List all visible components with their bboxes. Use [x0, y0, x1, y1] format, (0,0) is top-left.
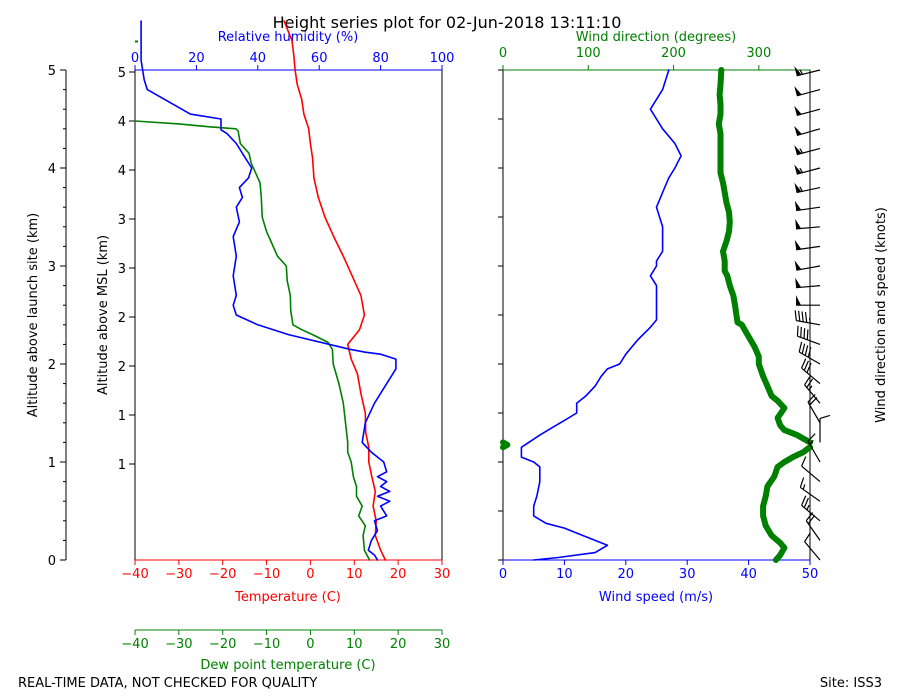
wind-barb: [794, 125, 821, 136]
agl-tick-label: 5: [48, 64, 56, 79]
dewpoint-tick-label: −40: [121, 637, 148, 652]
wind-direction-upper-line: [715, 67, 813, 446]
wind-barb: [794, 200, 821, 212]
msl-axis-label: Altitude above MSL (km): [96, 235, 111, 395]
rh-axis-label: Relative humidity (%): [218, 30, 359, 45]
dewpoint-axis-label: Dew point temperature (C): [200, 658, 375, 673]
temperature-tick-label: 20: [390, 567, 407, 582]
msl-tick-label: 1: [118, 409, 126, 424]
dewpoint-tick-label: 20: [390, 637, 407, 652]
agl-tick-label: 1: [48, 456, 56, 471]
wind-speed-tick-label: 40: [740, 567, 757, 582]
wind-barb: [794, 310, 821, 326]
rh-tick-label: 20: [188, 51, 205, 66]
wind-direction-tick-label: 300: [746, 46, 771, 61]
wind-barb: [796, 295, 820, 306]
wind-direction-axis-label: Wind direction (degrees): [576, 30, 736, 45]
wind-speed-tick-label: 20: [618, 567, 635, 582]
wind-direction-tick-label: 100: [576, 46, 601, 61]
wind-barb: [801, 358, 821, 385]
dewpoint-tick-label: −30: [165, 637, 192, 652]
msl-tick-label: 1: [118, 458, 126, 473]
wind-barb: [804, 532, 821, 561]
temperature-tick-label: −30: [165, 567, 192, 582]
dewpoint-tick-label: 0: [306, 637, 314, 652]
wind-barb: [794, 105, 821, 116]
msl-tick-label: 4: [118, 164, 126, 179]
wind-speed-tick-label: 50: [802, 567, 819, 582]
temperature-tick-label: 0: [306, 567, 314, 582]
relative-humidity-line: [140, 20, 397, 561]
wind-barb: [794, 86, 821, 97]
wind-barb: [795, 218, 821, 230]
wind-barb: [799, 477, 821, 502]
rh-tick-label: 40: [250, 51, 267, 66]
rh-tick-label: 60: [311, 51, 328, 66]
wind-speed-axis-label: Wind speed (m/s): [599, 590, 713, 605]
wind-speed-tick-label: 10: [556, 567, 573, 582]
wind-barb: [804, 375, 821, 404]
wind-barb-axis-label: Wind direction and speed (knots): [874, 207, 889, 423]
msl-tick-label: 3: [118, 262, 126, 277]
wind-barb: [794, 164, 821, 175]
agl-axis-label: Altitude above launch site (km): [26, 213, 41, 417]
wind-direction-line: [760, 444, 813, 563]
wind-direction-tick-label: 0: [499, 46, 507, 61]
agl-tick-label: 4: [48, 162, 56, 177]
wind-direction-wrapped-line: [500, 439, 511, 451]
wind-barb: [794, 239, 821, 251]
figure-title: Height series plot for 02-Jun-2018 13:11…: [273, 13, 622, 32]
temperature-tick-label: −20: [209, 567, 236, 582]
rh-tick-label: 0: [131, 51, 139, 66]
wind-barb: [794, 144, 821, 156]
wind-barbs-layer: [794, 66, 831, 561]
dewpoint-tick-label: 30: [434, 637, 451, 652]
axis-ticks-layer: −40 −30 −20 −10 0 10 20 30−40 −30 −20 −10 0 10 20 300 2…: [48, 46, 819, 652]
rh-tick-label: 100: [430, 51, 455, 66]
quality-notice: REAL-TIME DATA, NOT CHECKED FOR QUALITY: [18, 676, 317, 691]
wind-barb: [801, 456, 821, 483]
thermo-plot-frame: [134, 69, 443, 561]
temperature-tick-label: 30: [434, 567, 451, 582]
wind-direction-tick-label: 200: [661, 46, 686, 61]
wind-barb: [795, 277, 821, 289]
agl-tick-label: 3: [48, 260, 56, 275]
temperature-axis-label: Temperature (C): [234, 590, 341, 605]
dewpoint-tick-label: 10: [346, 637, 363, 652]
wind-barb: [794, 66, 821, 77]
msl-tick-label: 3: [118, 213, 126, 228]
wind-barb: [798, 341, 821, 365]
temperature-line: [283, 20, 387, 561]
msl-tick-label: 5: [118, 66, 126, 81]
data-series-layer: [134, 20, 813, 563]
wind-barb: [819, 414, 831, 443]
wind-barb: [801, 495, 821, 522]
dewpoint-tick-label: −20: [209, 637, 236, 652]
temperature-tick-label: 10: [346, 567, 363, 582]
wind-barb: [794, 182, 821, 194]
agl-tick-label: 2: [48, 358, 56, 373]
wind-speed-line: [520, 69, 682, 561]
wind-barb: [794, 260, 821, 271]
rh-tick-label: 80: [372, 51, 389, 66]
msl-tick-label: 2: [118, 311, 126, 326]
dewpoint-tick-label: −10: [253, 637, 280, 652]
agl-tick-label: 0: [48, 554, 56, 569]
site-label: Site: ISS3: [820, 676, 882, 691]
msl-tick-label: 2: [118, 360, 126, 375]
wind-barb: [796, 325, 821, 345]
temperature-tick-label: −40: [121, 567, 148, 582]
dewpoint-line: [134, 120, 371, 561]
wind-speed-tick-label: 0: [499, 567, 507, 582]
msl-tick-label: 4: [118, 115, 126, 130]
wind-speed-tick-label: 30: [679, 567, 696, 582]
temperature-tick-label: −10: [253, 567, 280, 582]
wind-barb: [807, 433, 821, 463]
